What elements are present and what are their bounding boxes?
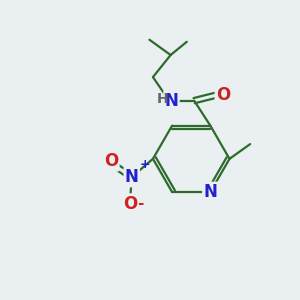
Text: O: O xyxy=(104,152,118,170)
Text: -: - xyxy=(137,196,143,211)
Text: N: N xyxy=(203,183,217,201)
Text: O: O xyxy=(123,195,137,213)
Text: N: N xyxy=(165,92,178,110)
Text: N: N xyxy=(125,168,139,186)
Text: O: O xyxy=(216,86,230,104)
Text: +: + xyxy=(140,158,151,171)
Text: H: H xyxy=(157,92,168,106)
